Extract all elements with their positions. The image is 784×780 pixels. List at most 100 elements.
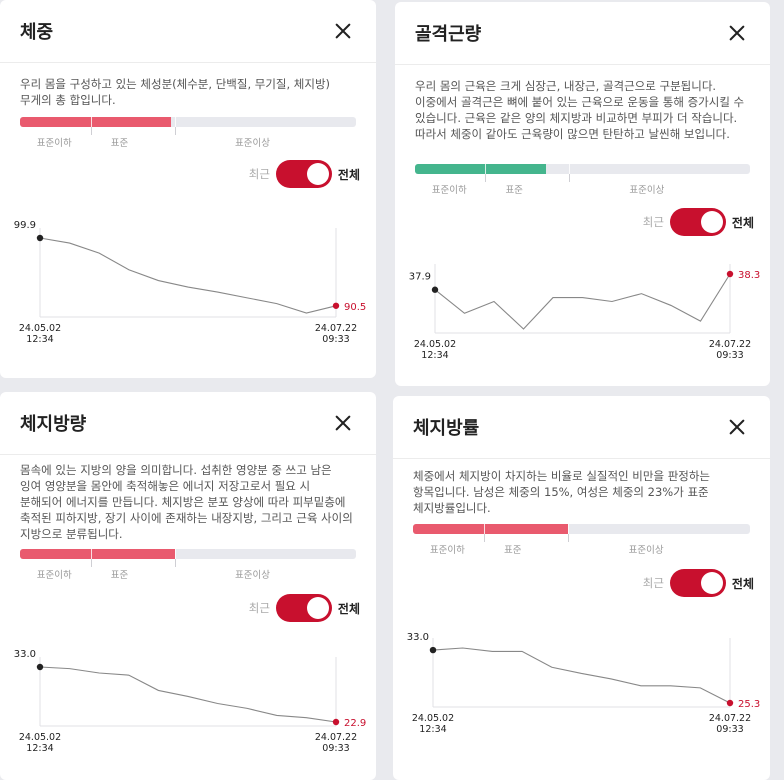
toggle-recent-label[interactable]: 최근	[248, 167, 270, 181]
card-title: 체지방량	[20, 414, 87, 435]
range-toggle-row: 최근 전체	[643, 569, 754, 597]
gauge-label: 표준이하	[36, 570, 72, 581]
range-toggle[interactable]	[275, 594, 332, 622]
trend-line	[434, 273, 731, 330]
first-point	[36, 234, 44, 242]
last-point	[332, 718, 340, 726]
first-point	[429, 646, 437, 654]
toggle-recent-label[interactable]: 최근	[248, 601, 270, 615]
gauge-label: 표준이하	[429, 545, 465, 556]
card-header: 골격근량	[395, 2, 770, 65]
gauge-tick-mark	[569, 174, 571, 182]
end-time-label: 09:33	[716, 724, 743, 735]
range-toggle[interactable]	[275, 160, 332, 188]
last-point	[726, 699, 734, 707]
card-body-fat-percent: 체지방률 체중에서 체지방이 차지하는 비율로 실질적인 비만을 판정하는 항목…	[393, 396, 770, 780]
gauge-divider	[90, 549, 92, 559]
end-date-label: 24.07.22	[315, 323, 357, 334]
gauge-divider	[568, 524, 570, 534]
gauge-divider	[485, 164, 487, 174]
toggle-knob	[306, 597, 329, 619]
first-value-label: 37.9	[409, 272, 431, 283]
card-title: 체지방률	[413, 418, 480, 439]
start-time-label: 12:34	[419, 724, 446, 735]
first-value-label: 33.0	[14, 649, 36, 660]
toggle-all-label[interactable]: 전체	[731, 215, 754, 230]
toggle-all-label[interactable]: 전체	[731, 576, 754, 591]
close-icon[interactable]	[332, 412, 354, 434]
gauge-label: 표준이상	[235, 570, 270, 581]
gauge-divider	[569, 164, 571, 174]
start-date-label: 24.05.02	[19, 732, 61, 743]
end-time-label: 09:33	[716, 350, 743, 361]
first-value-label: 33.0	[407, 632, 429, 643]
first-point	[36, 663, 44, 671]
last-value-label: 90.5	[344, 302, 366, 313]
gauge-fill	[20, 117, 172, 127]
start-date-label: 24.05.02	[414, 339, 456, 350]
standard-gauge: 표준이하 표준 표준이상	[413, 524, 750, 556]
start-time-label: 12:34	[421, 350, 448, 361]
trend-line	[39, 666, 337, 723]
card-body-fat-mass: 체지방량 몸속에 있는 지방의 양을 의미합니다. 섭취한 영양분 중 쓰고 남…	[0, 392, 376, 780]
end-date-label: 24.07.22	[709, 339, 751, 350]
toggle-all-label[interactable]: 전체	[337, 601, 360, 616]
range-toggle[interactable]	[669, 208, 726, 236]
toggle-recent-label[interactable]: 최근	[642, 215, 664, 229]
gauge-label: 표준이하	[36, 138, 72, 149]
card-description: 체중에서 체지방이 차지하는 비율로 실질적인 비만을 판정하는 항목입니다. …	[413, 469, 711, 515]
end-date-label: 24.07.22	[315, 732, 357, 743]
last-value-label: 25.3	[738, 699, 760, 710]
last-value-label: 38.3	[738, 270, 760, 281]
gauge-label: 표준이하	[431, 185, 467, 196]
card-title: 체중	[20, 22, 54, 43]
gauge-fill	[415, 164, 546, 174]
range-toggle-row: 최근 전체	[249, 594, 360, 622]
start-date-label: 24.05.02	[412, 713, 454, 724]
range-toggle-row: 최근 전체	[249, 160, 360, 188]
range-toggle[interactable]	[669, 569, 726, 597]
standard-gauge: 표준이하 표준 표준이상	[415, 164, 750, 196]
card-header: 체지방량	[0, 392, 376, 455]
start-time-label: 12:34	[26, 334, 53, 345]
card-weight: 체중 우리 몸을 구성하고 있는 체성분(체수분, 단백질, 무기질, 체지방)…	[0, 0, 376, 378]
close-icon[interactable]	[726, 22, 748, 44]
gauge-label: 표준	[110, 138, 129, 149]
start-time-label: 12:34	[26, 743, 53, 754]
gauge-label: 표준	[505, 185, 523, 196]
gauge-divider	[483, 524, 485, 534]
close-icon[interactable]	[726, 416, 748, 438]
last-point	[726, 270, 734, 278]
gauge-divider	[174, 117, 176, 127]
gauge-divider	[174, 549, 176, 559]
toggle-all-label[interactable]: 전체	[337, 167, 360, 182]
gauge-label: 표준이상	[235, 138, 270, 149]
first-point	[431, 286, 439, 293]
trend-line	[432, 647, 731, 704]
gauge-tick-mark	[483, 534, 485, 542]
card-skeletal-muscle: 골격근량 우리 몸의 근육은 크게 심장근, 내장근, 골격근으로 구분됩니다.…	[395, 2, 770, 386]
gauge-label: 표준이상	[628, 545, 664, 556]
start-date-label: 24.05.02	[19, 323, 61, 334]
card-title: 골격근량	[415, 24, 482, 45]
toggle-knob	[700, 572, 723, 594]
toggle-knob	[306, 163, 329, 185]
gauge-tick-mark	[90, 127, 92, 135]
toggle-recent-label[interactable]: 최근	[642, 576, 664, 590]
last-point	[332, 302, 340, 309]
card-header: 체중	[0, 0, 376, 63]
gauge-tick-mark	[90, 559, 92, 567]
last-value-label: 22.9	[344, 718, 366, 729]
gauge-fill	[20, 549, 175, 559]
gauge-tick-mark	[568, 534, 570, 542]
card-description: 몸속에 있는 지방의 양을 의미합니다. 섭취한 영양분 중 쓰고 남은 잉여 …	[20, 463, 353, 541]
gauge-tick-mark	[174, 127, 176, 135]
end-time-label: 09:33	[322, 743, 349, 754]
close-icon[interactable]	[332, 20, 354, 42]
end-time-label: 09:33	[322, 334, 349, 345]
gauge-fill	[413, 524, 569, 534]
